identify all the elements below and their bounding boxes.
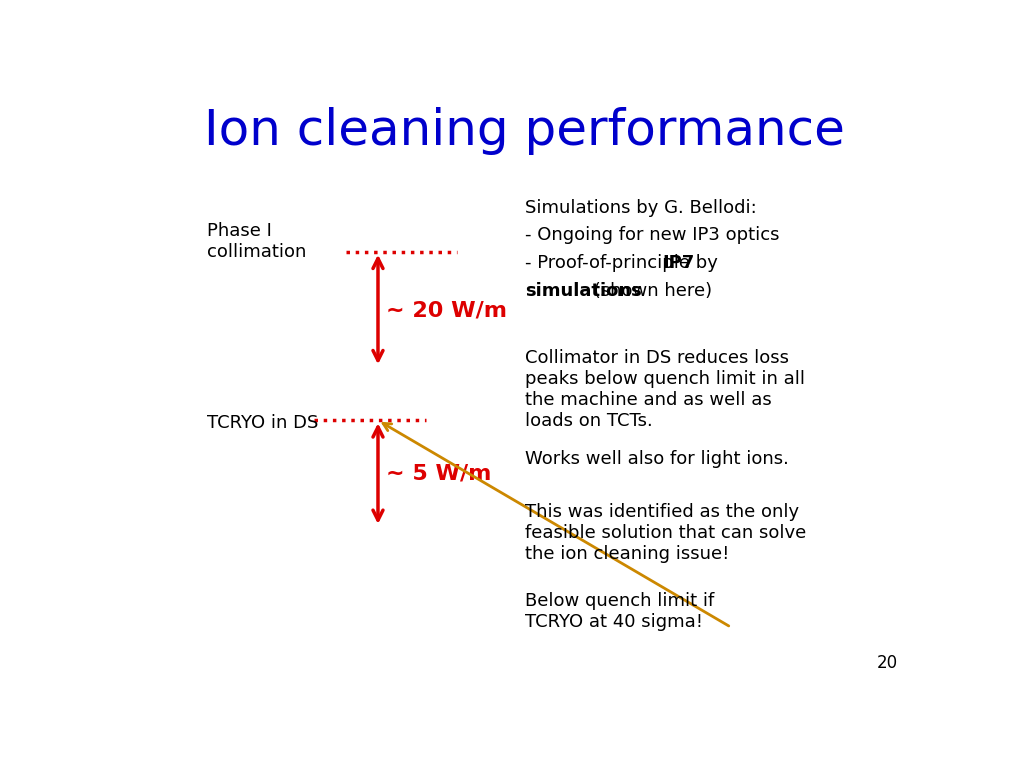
- Text: TCRYO in DS: TCRYO in DS: [207, 415, 318, 432]
- Text: Collimator in DS reduces loss
peaks below quench limit in all
the machine and as: Collimator in DS reduces loss peaks belo…: [524, 349, 805, 430]
- Text: ~ 20 W/m: ~ 20 W/m: [386, 301, 507, 321]
- Text: Below quench limit if
TCRYO at 40 sigma!: Below quench limit if TCRYO at 40 sigma!: [524, 592, 714, 631]
- Text: - Ongoing for new IP3 optics: - Ongoing for new IP3 optics: [524, 227, 779, 244]
- Text: Ion cleaning performance: Ion cleaning performance: [205, 107, 845, 154]
- Text: This was identified as the only
feasible solution that can solve
the ion cleanin: This was identified as the only feasible…: [524, 503, 806, 563]
- Text: Simulations by G. Bellodi:: Simulations by G. Bellodi:: [524, 199, 757, 217]
- Text: (shown here): (shown here): [588, 282, 712, 300]
- Text: simulations: simulations: [524, 282, 642, 300]
- Text: 20: 20: [877, 654, 898, 672]
- Text: Works well also for light ions.: Works well also for light ions.: [524, 450, 788, 468]
- Text: ~ 5 W/m: ~ 5 W/m: [386, 464, 492, 484]
- Text: - Proof-of-principle by: - Proof-of-principle by: [524, 254, 723, 272]
- Text: IP7: IP7: [662, 254, 694, 272]
- Text: Phase I
collimation: Phase I collimation: [207, 222, 307, 261]
